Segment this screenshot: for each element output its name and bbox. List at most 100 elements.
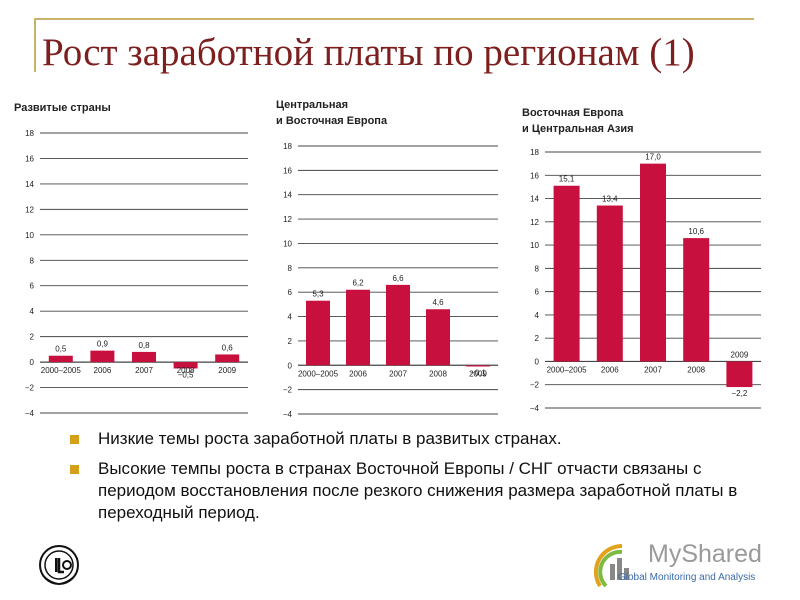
y-tick-label: −4 [530,404,540,413]
y-tick-label: 8 [30,256,35,265]
data-label: 0,5 [55,345,67,354]
bullet-item: Высокие темпы роста в странах Восточной … [70,458,760,524]
bullet-square-icon [70,435,79,444]
y-tick-label: −2 [530,381,540,390]
chart-1-title-text: Развитые страны [14,102,111,114]
x-tick-label: 2008 [177,366,195,375]
x-tick-label: 2007 [644,365,662,374]
y-tick-label: 0 [535,357,540,366]
y-tick-label: 18 [530,148,539,157]
bar [346,289,370,366]
y-tick-label: 8 [535,264,540,273]
chart-1-title: Развитые страны [14,100,111,116]
data-label: 0,9 [97,340,109,349]
ilo-emblem-icon [39,545,79,585]
data-label: 13,4 [602,195,618,204]
x-tick-label: 2007 [135,366,153,375]
chart-1: −4 −2 0 2 4 6 8 10 12 14 16 18 0,5 2000–2005 0,9 2006 0,… [25,129,248,418]
x-tick-label: 2006 [601,365,619,374]
y-tick-label: 10 [25,231,34,240]
bar [553,185,580,362]
y-tick-label: −4 [25,409,35,418]
chart-3-title-line-2: и Центральная Азия [522,123,634,135]
data-label: 15,1 [559,175,575,184]
y-tick-label: 12 [530,218,539,227]
y-tick-label: −4 [283,410,293,419]
y-tick-label: 6 [30,282,35,291]
y-tick-label: 16 [25,154,34,163]
y-tick-label: 10 [283,239,292,248]
x-tick-label: 2000–2005 [41,366,82,375]
title-frame-left [34,18,36,72]
data-label: −0,1 [470,368,486,377]
chart-2: −4 −2 0 2 4 6 8 10 12 14 16 18 5,3 2000–2005 6,2 2006 6,… [283,142,498,419]
bar [726,361,753,388]
x-tick-label: 2006 [94,366,112,375]
y-tick-label: 2 [288,337,293,346]
y-tick-label: 12 [25,205,34,214]
x-tick-label: 2000–2005 [547,365,588,374]
data-label: −0,5 [178,370,194,379]
data-label: 6,6 [392,274,404,283]
y-tick-label: 6 [288,288,293,297]
chart-3-title-line-1: Восточная Европа [522,107,624,119]
data-label: 0,8 [138,341,150,350]
bullet-list: Низкие темы роста заработной платы в раз… [70,428,760,532]
x-tick-label: 2009 [469,369,487,378]
x-tick-label: 2006 [349,369,367,378]
data-label: 5,3 [312,290,324,299]
y-tick-label: 4 [30,307,35,316]
x-tick-label: 2000–2005 [298,369,339,378]
data-label: 17,0 [645,153,661,162]
bar [466,365,490,367]
x-tick-label: 2007 [389,369,407,378]
bar [640,163,666,362]
y-tick-label: 18 [25,129,34,138]
y-tick-label: 14 [530,195,539,204]
bar [90,350,115,363]
title-frame-top [34,18,754,20]
y-tick-label: 14 [25,180,34,189]
y-tick-label: 4 [288,313,293,322]
bullet-item: Низкие темы роста заработной платы в раз… [70,428,760,450]
y-tick-label: 18 [283,142,292,151]
x-tick-label: 2009 [731,350,749,359]
y-tick-label: −2 [283,386,293,395]
bar [426,309,450,366]
bar [215,354,240,363]
data-label: 6,2 [352,279,364,288]
chart-2-title: Центральная и Восточная Европа [276,97,387,129]
x-tick-label: 2008 [687,365,705,374]
x-tick-label: 2008 [429,369,447,378]
y-tick-label: 10 [530,241,539,250]
y-tick-label: 4 [535,311,540,320]
bar [173,362,198,369]
bar [132,351,156,363]
bar [48,355,73,363]
bullet-square-icon [70,465,79,474]
y-tick-label: 12 [283,215,292,224]
watermark-brand: MyShared [648,540,762,568]
y-tick-label: 14 [283,191,292,200]
data-label: 0,6 [222,343,234,352]
chart-2-title-line-2: и Восточная Европа [276,115,388,127]
watermark-logo-icon [593,543,629,588]
y-tick-label: 16 [530,171,539,180]
x-tick-label: 2009 [218,366,236,375]
y-tick-label: 16 [283,166,292,175]
y-tick-label: 8 [288,264,293,273]
bar [386,284,410,366]
bar [683,238,710,362]
y-tick-label: −2 [25,384,35,393]
chart-3: −4 −2 0 2 4 6 8 10 12 14 16 18 15,1 2000–2005 13,4 2006… [530,148,761,413]
bullet-text: Низкие темы роста заработной платы в раз… [98,429,562,448]
bullet-text: Высокие темпы роста в странах Восточной … [98,459,738,522]
y-tick-label: 2 [535,334,540,343]
chart-3-title: Восточная Европа и Центральная Азия [522,105,634,137]
y-tick-label: 0 [288,361,293,370]
chart-2-title-line-1: Центральная [276,99,349,111]
y-tick-label: 0 [30,358,35,367]
watermark-subtitle: Global Monitoring and Analysis [618,572,756,583]
slide-title: Рост заработной платы по регионам (1) [42,31,695,74]
y-tick-label: 6 [535,288,540,297]
